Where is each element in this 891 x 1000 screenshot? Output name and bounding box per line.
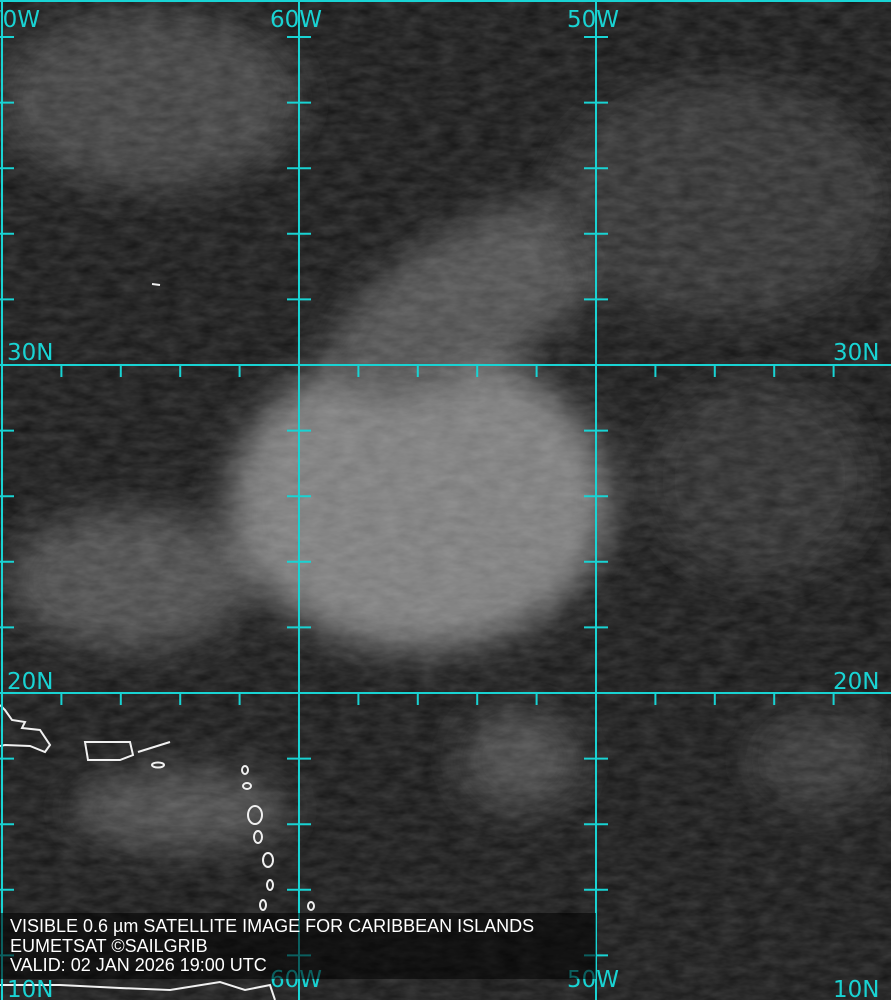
coastlines [0,283,315,1000]
lat-label-10n-right: 10N [833,977,880,1000]
barbados [307,901,315,911]
martinique [262,852,274,868]
lat-label-20n-right: 20N [833,669,880,695]
image-caption: VISIBLE 0.6 µm SATELLITE IMAGE FOR CARIB… [0,913,596,979]
lat-label-10n-left: 10N [7,977,54,1000]
lat-label-30n-right: 30N [833,340,880,366]
caption-valid-time: VALID: 02 JAN 2026 19:00 UTC [10,955,267,975]
lon-label-70w-top: 70W [0,7,41,33]
caption-title: VISIBLE 0.6 µm SATELLITE IMAGE FOR CARIB… [10,916,535,936]
lon-label-60w-top: 60W [270,7,323,33]
island [151,761,165,769]
south-america-coast [0,980,276,1000]
st-lucia [266,879,274,891]
virgin-islands [137,741,171,753]
caption-credit: EUMETSAT ©SAILGRIB [10,935,208,956]
island [241,765,249,775]
lon-label-50w-top: 50W [567,7,620,33]
lat-label-30n-left: 30N [7,340,54,366]
puerto-rico-coast [83,741,135,761]
st-vincent [259,899,267,911]
grid-ticks [0,36,835,957]
dominica [253,830,263,844]
guadeloupe [247,805,263,825]
hispaniola-coast [0,704,52,754]
island [151,283,161,286]
island [242,782,252,790]
lat-label-20n-left: 20N [7,669,54,695]
